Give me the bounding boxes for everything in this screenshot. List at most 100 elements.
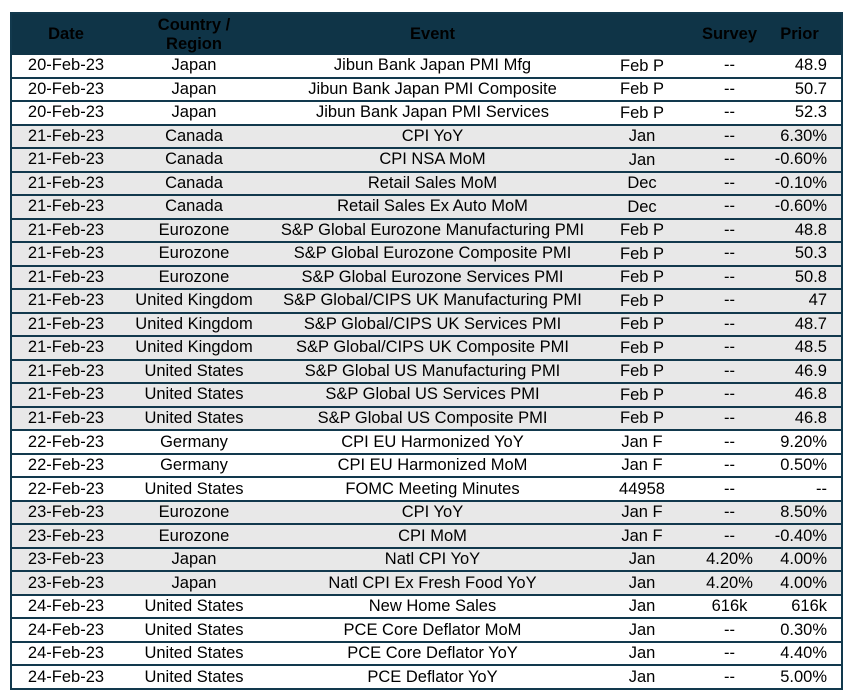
survey-cell: -- xyxy=(724,361,735,380)
period-cell: Jan xyxy=(628,620,656,639)
country-cell: Canada xyxy=(165,150,223,169)
event-cell: PCE Core Deflator MoM xyxy=(343,620,522,639)
table-row: 20-Feb-23 Japan Jibun Bank Japan PMI Com… xyxy=(12,76,841,101)
period-cell: Feb P xyxy=(619,315,665,334)
event-cell: S&P Global US Services PMI xyxy=(325,385,540,404)
country-cell: Japan xyxy=(171,56,217,75)
country-cell: United States xyxy=(144,479,244,498)
date-cell: 21-Feb-23 xyxy=(27,361,105,380)
event-cell: S&P Global US Manufacturing PMI xyxy=(304,361,561,380)
event-cell: Natl CPI YoY xyxy=(384,550,481,569)
prior-cell: -0.40% xyxy=(774,526,827,545)
survey-cell: -- xyxy=(724,526,735,545)
prior-cell: -- xyxy=(816,479,827,498)
date-cell: 21-Feb-23 xyxy=(27,385,105,404)
prior-cell: 46.9 xyxy=(794,361,827,380)
table-row: 21-Feb-23 Eurozone S&P Global Eurozone S… xyxy=(12,264,841,289)
country-cell: United Kingdom xyxy=(135,291,253,310)
survey-cell: -- xyxy=(724,385,735,404)
prior-cell: -0.60% xyxy=(774,197,827,216)
event-cell: Jibun Bank Japan PMI Composite xyxy=(308,79,557,98)
period-cell: Feb P xyxy=(619,80,665,99)
date-cell: 21-Feb-23 xyxy=(27,173,105,192)
period-cell: Feb P xyxy=(619,268,665,287)
period-cell: Jan xyxy=(628,127,656,146)
table-row: 21-Feb-23 United Kingdom S&P Global/CIPS… xyxy=(12,288,841,312)
table-row: 22-Feb-23 United States FOMC Meeting Min… xyxy=(12,476,841,500)
prior-cell: 47 xyxy=(808,291,827,310)
table-row: 21-Feb-23 United States S&P Global US Co… xyxy=(12,405,841,430)
table-row: 24-Feb-23 United States PCE Core Deflato… xyxy=(12,640,841,665)
country-cell: Canada xyxy=(165,126,223,145)
table-row: 21-Feb-23 Canada Retail Sales MoM Dec --… xyxy=(12,170,841,195)
header-country-region: Country / Region xyxy=(157,16,231,53)
survey-cell: -- xyxy=(724,173,735,192)
event-cell: Retail Sales MoM xyxy=(367,173,498,192)
prior-cell: 6.30% xyxy=(780,126,827,145)
period-cell: Dec xyxy=(627,174,657,193)
survey-cell: -- xyxy=(724,267,735,286)
prior-cell: 46.8 xyxy=(794,385,827,404)
event-cell: CPI YoY xyxy=(401,126,464,145)
table-body: 20-Feb-23 Japan Jibun Bank Japan PMI Mfg… xyxy=(12,55,841,688)
country-cell: Eurozone xyxy=(158,526,230,545)
prior-cell: 48.5 xyxy=(794,338,827,357)
prior-cell: 48.7 xyxy=(794,314,827,333)
date-cell: 20-Feb-23 xyxy=(27,56,105,75)
table-row: 24-Feb-23 United States New Home Sales J… xyxy=(12,593,841,618)
date-cell: 21-Feb-23 xyxy=(27,150,105,169)
period-cell: Feb P xyxy=(619,221,665,240)
survey-cell: -- xyxy=(724,479,735,498)
table-header-row: Date Country / Region Event Survey Prior xyxy=(12,14,841,55)
table-row: 21-Feb-23 Canada Retail Sales Ex Auto Mo… xyxy=(12,194,841,218)
prior-cell: 0.50% xyxy=(780,456,827,475)
country-cell: Canada xyxy=(165,173,223,192)
date-cell: 20-Feb-23 xyxy=(27,103,105,122)
survey-cell: -- xyxy=(724,667,735,686)
country-cell: United States xyxy=(144,620,244,639)
country-cell: Eurozone xyxy=(158,267,230,286)
table-row: 21-Feb-23 Eurozone S&P Global Eurozone C… xyxy=(12,241,841,265)
date-cell: 22-Feb-23 xyxy=(27,432,105,451)
date-cell: 23-Feb-23 xyxy=(27,573,105,592)
event-cell: PCE Core Deflator YoY xyxy=(347,644,518,663)
prior-cell: 4.00% xyxy=(780,550,827,569)
table-row: 23-Feb-23 Eurozone CPI MoM Jan F -- -0.4… xyxy=(12,523,841,547)
prior-cell: 50.7 xyxy=(794,79,827,98)
country-cell: United Kingdom xyxy=(135,314,253,333)
table-row: 20-Feb-23 Japan Jibun Bank Japan PMI Mfg… xyxy=(12,55,841,77)
table-row: 24-Feb-23 United States PCE Core Deflato… xyxy=(12,617,841,641)
country-cell: United States xyxy=(144,667,244,686)
period-cell: Feb P xyxy=(619,338,665,357)
survey-cell: 616k xyxy=(711,597,748,616)
country-cell: Japan xyxy=(171,79,217,98)
country-cell: Eurozone xyxy=(158,220,230,239)
period-cell: Dec xyxy=(627,197,657,216)
period-cell: Feb P xyxy=(619,291,665,310)
survey-cell: -- xyxy=(724,338,735,357)
country-cell: Germany xyxy=(160,432,228,451)
table-row: 22-Feb-23 Germany CPI EU Harmonized MoM … xyxy=(12,452,841,477)
event-cell: S&P Global/CIPS UK Manufacturing PMI xyxy=(283,291,582,310)
header-prior: Prior xyxy=(780,25,819,44)
event-cell: S&P Global Eurozone Manufacturing PMI xyxy=(280,220,585,239)
country-cell: United States xyxy=(144,361,244,380)
prior-cell: 9.20% xyxy=(780,432,827,451)
event-cell: S&P Global Eurozone Services PMI xyxy=(301,267,564,286)
prior-cell: 4.40% xyxy=(780,644,827,663)
period-cell: Jan xyxy=(628,150,656,169)
header-event: Event xyxy=(410,25,455,44)
event-cell: CPI MoM xyxy=(398,526,467,545)
country-cell: Eurozone xyxy=(158,503,230,522)
event-cell: Jibun Bank Japan PMI Services xyxy=(316,103,549,122)
period-cell: Feb P xyxy=(619,103,665,122)
table-row: 21-Feb-23 United Kingdom S&P Global/CIPS… xyxy=(12,311,841,336)
survey-cell: -- xyxy=(724,220,735,239)
period-cell: Jan xyxy=(628,644,656,663)
date-cell: 24-Feb-23 xyxy=(27,644,105,663)
event-cell: CPI EU Harmonized YoY xyxy=(341,432,524,451)
country-cell: Japan xyxy=(171,550,217,569)
survey-cell: -- xyxy=(724,432,735,451)
date-cell: 24-Feb-23 xyxy=(27,667,105,686)
table-row: 24-Feb-23 United States PCE Deflator YoY… xyxy=(12,664,841,688)
